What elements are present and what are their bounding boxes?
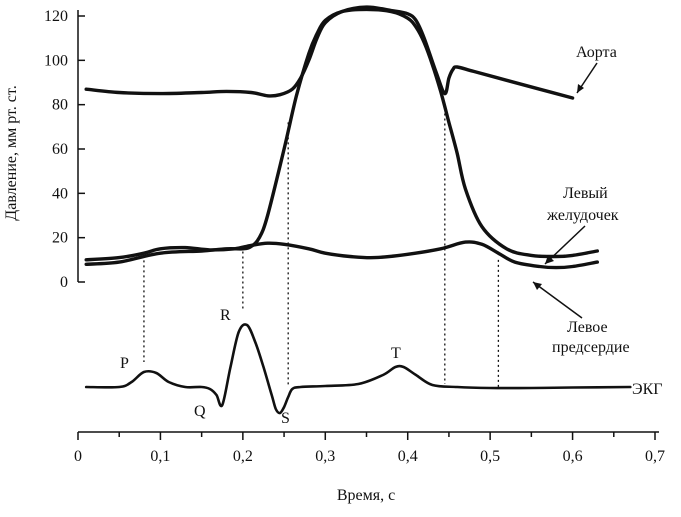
label-ventricle-2: желудочек <box>546 207 619 224</box>
series-left-ventricle <box>84 7 599 266</box>
y-axis: 0 20 40 60 80 100 120 <box>44 8 85 291</box>
x-tick-label: 0,6 <box>563 448 583 465</box>
ecg-label-t: T <box>391 345 401 362</box>
label-ventricle-1: Левый <box>563 185 608 202</box>
x-axis-title: Время, с <box>337 487 395 504</box>
x-tick-label: 0,1 <box>150 448 170 465</box>
series-lines <box>84 5 632 415</box>
series-ecg <box>84 323 632 415</box>
y-axis-title: Давление, мм рт. ст. <box>3 85 20 220</box>
x-tick-label: 0,7 <box>645 448 665 465</box>
label-atrium-1: Левое <box>567 319 608 336</box>
ecg-label-s: S <box>281 410 290 427</box>
arrow-aorta-head <box>577 84 584 93</box>
x-axis: 0 0,1 0,2 0,3 0,4 0,5 0,6 0,7 <box>74 431 665 465</box>
series-left-atrium <box>84 240 599 270</box>
y-tick-label: 20 <box>52 230 68 247</box>
y-tick-label: 0 <box>60 274 68 291</box>
y-tick-label: 60 <box>52 141 68 158</box>
series-aorta <box>84 5 575 100</box>
arrow-atrium-head <box>533 282 542 290</box>
arrow-ventricle-head <box>545 255 554 264</box>
x-tick-label: 0,2 <box>233 448 253 465</box>
y-tick-label: 40 <box>52 185 68 202</box>
label-atrium-2: предсердие <box>552 339 630 356</box>
y-tick-label: 120 <box>44 8 68 25</box>
y-tick-label: 80 <box>52 97 68 114</box>
arrow-atrium-line <box>532 281 583 319</box>
ecg-label-p: P <box>120 355 129 372</box>
y-tick-label: 100 <box>44 52 68 69</box>
x-tick-label: 0,4 <box>398 448 418 465</box>
x-tick-label: 0,5 <box>480 448 500 465</box>
label-aorta: Аорта <box>576 44 617 61</box>
ecg-label-q: Q <box>194 403 206 420</box>
ecg-label-r: R <box>220 307 231 324</box>
x-tick-label: 0,3 <box>315 448 335 465</box>
label-ecg: ЭКГ <box>632 381 662 398</box>
x-tick-label: 0 <box>74 448 82 465</box>
arrow-ventricle-line <box>544 225 586 265</box>
